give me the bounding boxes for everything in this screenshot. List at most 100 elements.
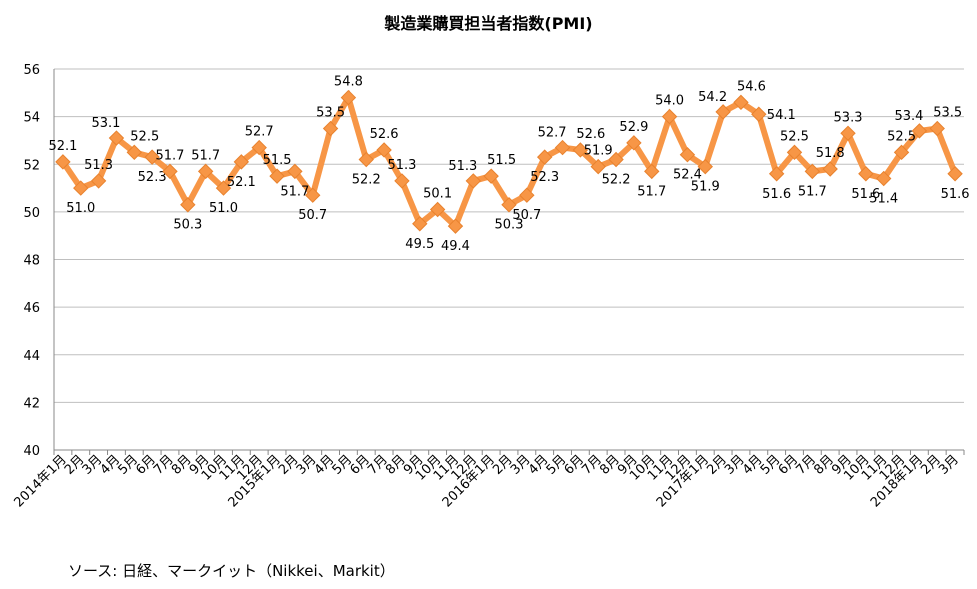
y-tick-label: 48	[23, 254, 40, 269]
data-point-marker	[287, 163, 303, 180]
data-label: 51.6	[762, 187, 791, 202]
data-point-marker	[715, 104, 731, 120]
data-label: 51.6	[941, 187, 970, 202]
data-point-marker	[554, 139, 571, 156]
data-label: 50.3	[495, 218, 524, 233]
data-label: 50.7	[298, 208, 327, 223]
data-point-marker	[536, 149, 553, 165]
data-point-marker	[180, 197, 196, 213]
data-label: 51.7	[280, 184, 309, 199]
data-point-marker	[786, 144, 803, 161]
data-label: 52.7	[245, 125, 274, 140]
y-tick-label: 56	[23, 63, 40, 78]
data-point-marker	[55, 154, 71, 170]
data-point-marker	[875, 170, 892, 187]
data-label: 51.0	[209, 201, 238, 216]
data-label: 51.8	[816, 146, 845, 161]
x-tick-label: 3月	[936, 452, 962, 478]
data-label: 51.3	[84, 158, 113, 173]
data-label: 51.7	[798, 184, 827, 199]
data-label: 54.0	[655, 94, 684, 109]
data-point-marker	[626, 135, 642, 151]
data-point-marker	[358, 151, 374, 168]
y-tick-label: 50	[23, 206, 40, 221]
data-point-marker	[305, 187, 321, 203]
data-label: 53.4	[894, 109, 923, 124]
data-point-marker	[911, 123, 928, 139]
y-tick-label: 40	[23, 444, 40, 459]
data-label: 51.0	[66, 201, 95, 216]
data-point-marker	[73, 180, 89, 196]
data-label: 52.2	[602, 172, 631, 187]
data-label: 49.5	[405, 237, 434, 252]
data-label: 53.5	[316, 106, 345, 121]
data-point-marker	[429, 201, 446, 218]
data-point-marker	[269, 168, 285, 184]
data-point-marker	[679, 147, 696, 163]
data-label: 50.1	[423, 186, 452, 201]
data-label: 51.6	[851, 187, 880, 202]
data-point-marker	[126, 144, 143, 161]
chart-title: 製造業購買担当者指数(PMI)	[384, 14, 593, 33]
data-point-marker	[947, 166, 963, 182]
data-point-marker	[197, 163, 214, 180]
data-point-marker	[215, 180, 232, 196]
data-label: 51.7	[191, 148, 220, 163]
data-point-marker	[929, 120, 945, 137]
data-label: 54.1	[767, 108, 796, 123]
data-point-marker	[858, 166, 874, 182]
data-point-marker	[608, 151, 624, 168]
data-label: 52.5	[780, 129, 809, 144]
data-point-marker	[394, 173, 410, 189]
data-label: 54.6	[737, 79, 766, 94]
data-point-marker	[322, 120, 339, 137]
data-point-marker	[501, 197, 517, 213]
data-label: 50.7	[512, 208, 541, 223]
data-point-marker	[804, 163, 821, 180]
data-label: 52.5	[130, 129, 159, 144]
data-point-marker	[90, 173, 107, 189]
y-tick-label: 46	[23, 301, 40, 316]
data-point-marker	[376, 142, 392, 158]
data-label: 49.4	[441, 239, 470, 254]
data-label: 52.1	[48, 139, 77, 154]
data-label: 52.3	[530, 170, 559, 185]
data-label: 51.5	[263, 153, 292, 168]
data-point-marker	[340, 89, 357, 106]
data-point-marker	[590, 158, 606, 175]
data-point-marker	[733, 94, 749, 111]
data-point-marker	[697, 158, 713, 175]
data-label: 51.7	[156, 148, 185, 163]
data-point-marker	[483, 168, 499, 184]
data-point-marker	[447, 218, 464, 234]
data-label: 53.1	[91, 116, 120, 131]
data-point-marker	[412, 216, 428, 232]
data-label: 51.7	[637, 184, 666, 199]
data-label: 52.7	[538, 126, 567, 141]
data-label: 52.6	[576, 127, 605, 142]
data-point-marker	[822, 161, 838, 177]
y-tick-label: 54	[23, 111, 40, 126]
data-label: 51.9	[691, 180, 720, 195]
data-label: 52.1	[227, 175, 256, 190]
data-point-marker	[465, 173, 482, 189]
data-point-marker	[893, 144, 910, 161]
data-label: 51.3	[387, 158, 416, 173]
data-label: 51.9	[584, 144, 613, 159]
data-label: 52.4	[673, 168, 702, 183]
data-point-marker	[644, 163, 660, 180]
y-tick-label: 44	[23, 349, 40, 364]
data-point-marker	[519, 187, 535, 203]
data-label: 52.9	[619, 120, 648, 135]
source-note: ソース: 日経、マークイット（Nikkei、Markit）	[68, 562, 395, 580]
data-label: 52.2	[352, 172, 381, 187]
data-label: 52.6	[370, 127, 399, 142]
data-label: 54.2	[698, 90, 727, 105]
data-point-marker	[162, 163, 178, 180]
data-label: 54.8	[334, 75, 363, 90]
data-label: 51.5	[487, 153, 516, 168]
data-point-marker	[233, 154, 250, 170]
data-point-marker	[840, 125, 856, 142]
x-tick-label: 2014年1月	[12, 452, 70, 510]
